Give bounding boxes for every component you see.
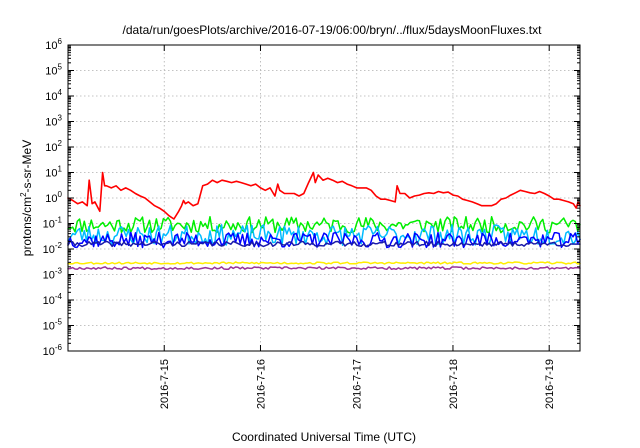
y-tick-label: 104 <box>45 88 62 103</box>
y-tick-label-base: 10 <box>43 219 55 231</box>
series-line-5 <box>67 240 581 248</box>
y-axis-label-sup: 2 <box>19 192 28 197</box>
y-tick-label-base: 10 <box>45 91 57 103</box>
y-tick-label-exponent: 6 <box>58 37 63 46</box>
y-tick-label-exponent: 4 <box>58 88 63 97</box>
y-axis-label-prefix: protons/cm <box>20 197 34 256</box>
y-tick-label-base: 10 <box>45 193 57 205</box>
y-tick-label: 10-2 <box>43 241 63 256</box>
y-tick-label-exponent: -6 <box>55 343 63 352</box>
series-line-7 <box>67 266 581 271</box>
y-tick-label: 10-5 <box>43 318 63 333</box>
x-tick-label: 2016-7-15 <box>159 359 171 409</box>
y-tick-label-exponent: 5 <box>58 63 63 72</box>
y-tick-label: 101 <box>45 165 62 180</box>
y-tick-label-exponent: -4 <box>55 292 63 301</box>
y-tick-labels: 10-610-510-410-310-210-11001011021031041… <box>43 37 63 358</box>
grid <box>68 45 580 351</box>
y-tick-label: 10-1 <box>43 216 63 231</box>
x-tick-labels: 2016-7-15 2016-7-16 2016-7-17 2016-7-18 2016… <box>159 359 556 409</box>
y-tick-label: 10-4 <box>43 292 63 307</box>
y-tick-label: 106 <box>45 37 62 52</box>
x-tick-label: 2016-7-16 <box>255 359 267 409</box>
y-tick-label: 105 <box>45 63 62 78</box>
y-tick-label-base: 10 <box>45 142 57 154</box>
y-tick-label-exponent: 1 <box>58 165 63 174</box>
series-layer <box>67 171 581 271</box>
y-tick-label-exponent: -5 <box>55 318 63 327</box>
y-tick-label-base: 10 <box>43 244 55 256</box>
y-tick-label-base: 10 <box>45 168 57 180</box>
x-tick-label: 2016-7-19 <box>544 359 556 409</box>
y-tick-label-base: 10 <box>45 40 57 52</box>
y-tick-label-base: 10 <box>43 346 55 358</box>
y-tick-label: 10-3 <box>43 267 63 282</box>
y-tick-label-exponent: -2 <box>55 241 63 250</box>
y-tick-label-exponent: 2 <box>58 139 63 148</box>
y-tick-label: 100 <box>45 190 62 205</box>
x-tick-label: 2016-7-18 <box>448 359 460 409</box>
y-axis-label: protons/cm2-s-sr-MeV <box>19 140 34 256</box>
y-tick-label-exponent: -1 <box>55 216 63 225</box>
axes <box>67 44 581 352</box>
y-tick-label: 103 <box>45 114 62 129</box>
y-tick-label-exponent: -3 <box>55 267 63 276</box>
series-line-2 <box>67 215 581 234</box>
y-tick-label-base: 10 <box>45 66 57 78</box>
y-tick-label-exponent: 0 <box>58 190 63 199</box>
series-line-6 <box>67 261 581 265</box>
y-tick-label-exponent: 3 <box>58 114 63 123</box>
y-tick-label-base: 10 <box>45 117 57 129</box>
chart-title: /data/run/goesPlots/archive/2016-07-19/0… <box>123 23 543 37</box>
y-tick-label-base: 10 <box>43 270 55 282</box>
y-tick-label: 102 <box>45 139 62 154</box>
x-axis-label: Coordinated Universal Time (UTC) <box>232 430 416 444</box>
series-line-1 <box>67 171 581 220</box>
y-axis-label-suffix: -s-sr-MeV <box>20 140 34 193</box>
y-tick-label-base: 10 <box>43 321 55 333</box>
x-tick-label: 2016-7-17 <box>352 359 364 409</box>
y-tick-label: 10-6 <box>43 343 63 358</box>
y-tick-label-base: 10 <box>43 295 55 307</box>
